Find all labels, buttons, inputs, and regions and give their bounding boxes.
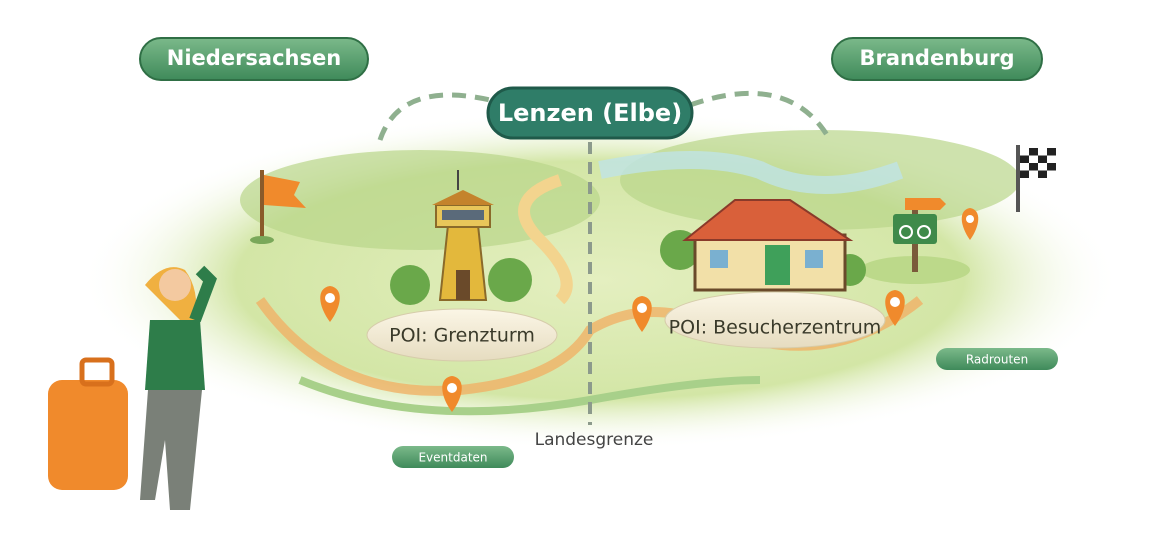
tag-label: Eventdaten — [418, 451, 487, 465]
town-label: Lenzen (Elbe) — [498, 99, 682, 127]
border-label: Landesgrenze — [535, 430, 654, 450]
poi-label: POI: Grenzturm — [389, 325, 535, 347]
poi-label: POI: Besucherzentrum — [669, 317, 882, 339]
tag-label: Radrouten — [966, 353, 1028, 367]
landscape — [80, 110, 1120, 450]
illustration: Niedersachsen Brandenburg Lenzen (Elbe) … — [0, 0, 1162, 536]
region-label: Brandenburg — [859, 46, 1014, 70]
region-label: Niedersachsen — [167, 46, 341, 70]
